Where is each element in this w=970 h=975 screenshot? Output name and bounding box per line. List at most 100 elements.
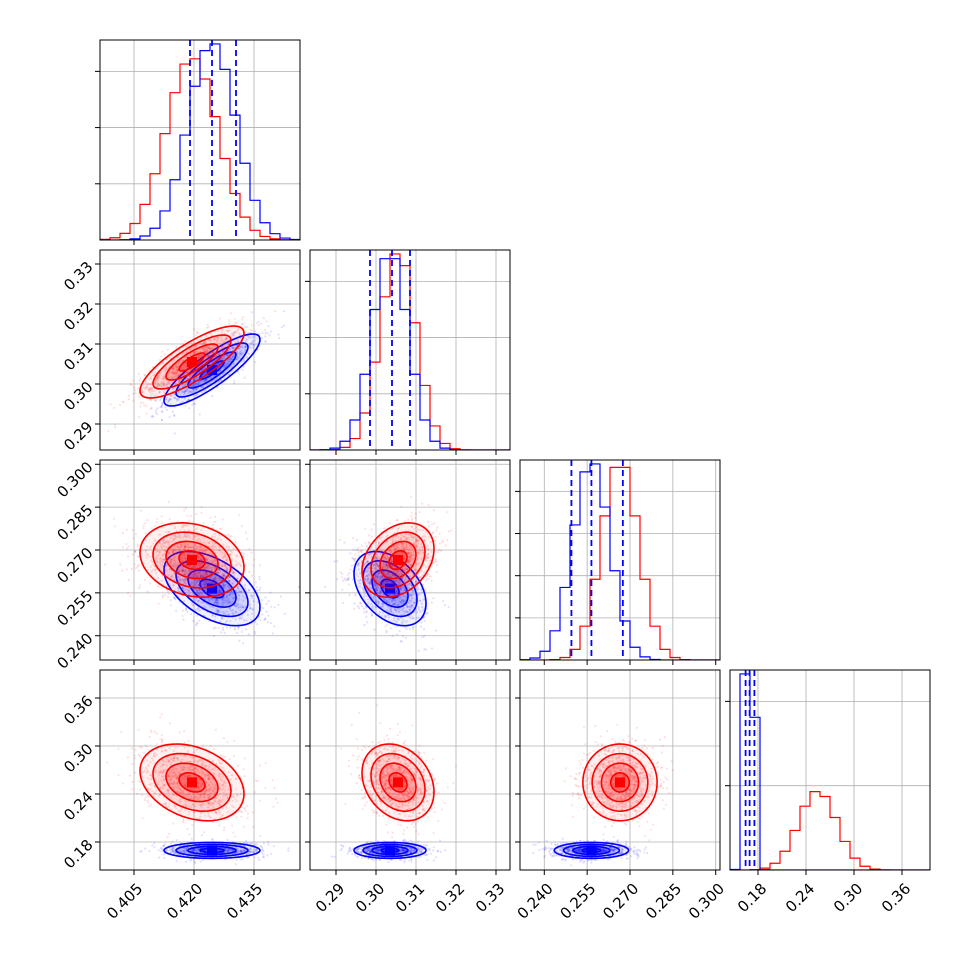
scatter-point <box>385 630 387 632</box>
scatter-point <box>254 330 256 332</box>
scatter-point <box>442 600 444 602</box>
scatter-point <box>433 522 435 524</box>
scatter-point <box>261 337 263 339</box>
scatter-point <box>156 521 158 523</box>
scatter-point <box>250 552 252 554</box>
scatter-point <box>405 628 407 630</box>
scatter-point <box>260 323 262 325</box>
scatter-point <box>122 401 124 403</box>
scatter-point <box>259 578 261 580</box>
scatter-point <box>155 409 157 411</box>
scatter-point <box>149 582 151 584</box>
scatter-point <box>431 647 433 649</box>
scatter-point <box>254 621 256 623</box>
scatter-point <box>274 310 276 312</box>
scatter-point <box>392 635 394 637</box>
scatter-point <box>190 515 192 517</box>
scatter-point <box>351 565 353 567</box>
scatter-panel-2-1 <box>95 250 300 455</box>
scatter-point <box>266 611 268 613</box>
histogram-content <box>100 40 300 240</box>
scatter-point <box>235 322 237 324</box>
scatter-point <box>342 580 344 582</box>
scatter-point <box>270 330 272 332</box>
scatter-point <box>182 610 184 612</box>
scatter-point <box>224 632 226 634</box>
scatter-point <box>119 563 121 565</box>
scatter-point <box>267 621 269 623</box>
scatter-panel-3-2 <box>305 460 510 665</box>
scatter-point <box>213 627 215 629</box>
scatter-point <box>230 312 232 314</box>
histogram-panel-4 <box>725 670 930 875</box>
scatter-point <box>185 609 187 611</box>
scatter-point <box>444 604 446 606</box>
scatter-point <box>222 627 224 629</box>
scatter-point <box>138 396 140 398</box>
scatter-point <box>229 627 231 629</box>
histogram-panel-2 <box>305 250 510 455</box>
scatter-point <box>411 520 413 522</box>
scatter-point <box>283 310 285 312</box>
histogram-panel-3 <box>515 460 720 665</box>
scatter-point <box>266 332 268 334</box>
scatter-point <box>142 527 144 529</box>
scatter-point <box>234 318 236 320</box>
scatter-point <box>241 323 243 325</box>
scatter-point <box>140 510 142 512</box>
scatter-point <box>357 605 359 607</box>
scatter-point <box>263 317 265 319</box>
scatter-point <box>256 586 258 588</box>
scatter-point <box>272 632 274 634</box>
scatter-point <box>187 515 189 517</box>
scatter-point <box>128 546 130 548</box>
scatter-point <box>114 426 116 428</box>
scatter-point <box>421 503 423 505</box>
scatter-point <box>368 534 370 536</box>
scatter-point <box>183 509 185 511</box>
scatter-point <box>268 334 270 336</box>
scatter-point <box>159 359 161 361</box>
scatter-point <box>196 331 198 333</box>
scatter-point <box>135 533 137 535</box>
scatter-point <box>181 343 183 345</box>
scatter-point <box>428 578 430 580</box>
scatter-point <box>251 574 253 576</box>
scatter-point <box>161 411 163 413</box>
scatter-point <box>280 595 282 597</box>
scatter-point <box>236 632 238 634</box>
scatter-point <box>182 619 184 621</box>
scatter-point <box>164 594 166 596</box>
scatter-point <box>264 332 266 334</box>
scatter-point <box>176 346 178 348</box>
scatter-point <box>152 416 154 418</box>
scatter-point <box>126 568 128 570</box>
scatter-point <box>366 621 368 623</box>
scatter-point <box>277 604 279 606</box>
scatter-point <box>167 349 169 351</box>
scatter-point <box>132 529 134 531</box>
scatter-point <box>151 527 153 529</box>
scatter-point <box>157 398 159 400</box>
scatter-point <box>233 380 235 382</box>
scatter-point <box>207 326 209 328</box>
scatter-point <box>248 548 250 550</box>
scatter-point <box>423 620 425 622</box>
scatter-point <box>249 329 251 331</box>
scatter-point <box>128 395 130 397</box>
scatter-point <box>259 619 261 621</box>
scatter-point <box>201 512 203 514</box>
scatter-point <box>373 628 375 630</box>
scatter-point <box>169 518 171 520</box>
scatter-point <box>132 400 134 402</box>
scatter-point <box>266 603 268 605</box>
scatter-point <box>238 640 240 642</box>
scatter-point <box>184 405 186 407</box>
scatter-point <box>334 560 336 562</box>
scatter-point <box>214 521 216 523</box>
scatter-point <box>253 558 255 560</box>
scatter-point <box>168 593 170 595</box>
scatter-point <box>238 514 240 516</box>
scatter-point <box>114 525 116 527</box>
